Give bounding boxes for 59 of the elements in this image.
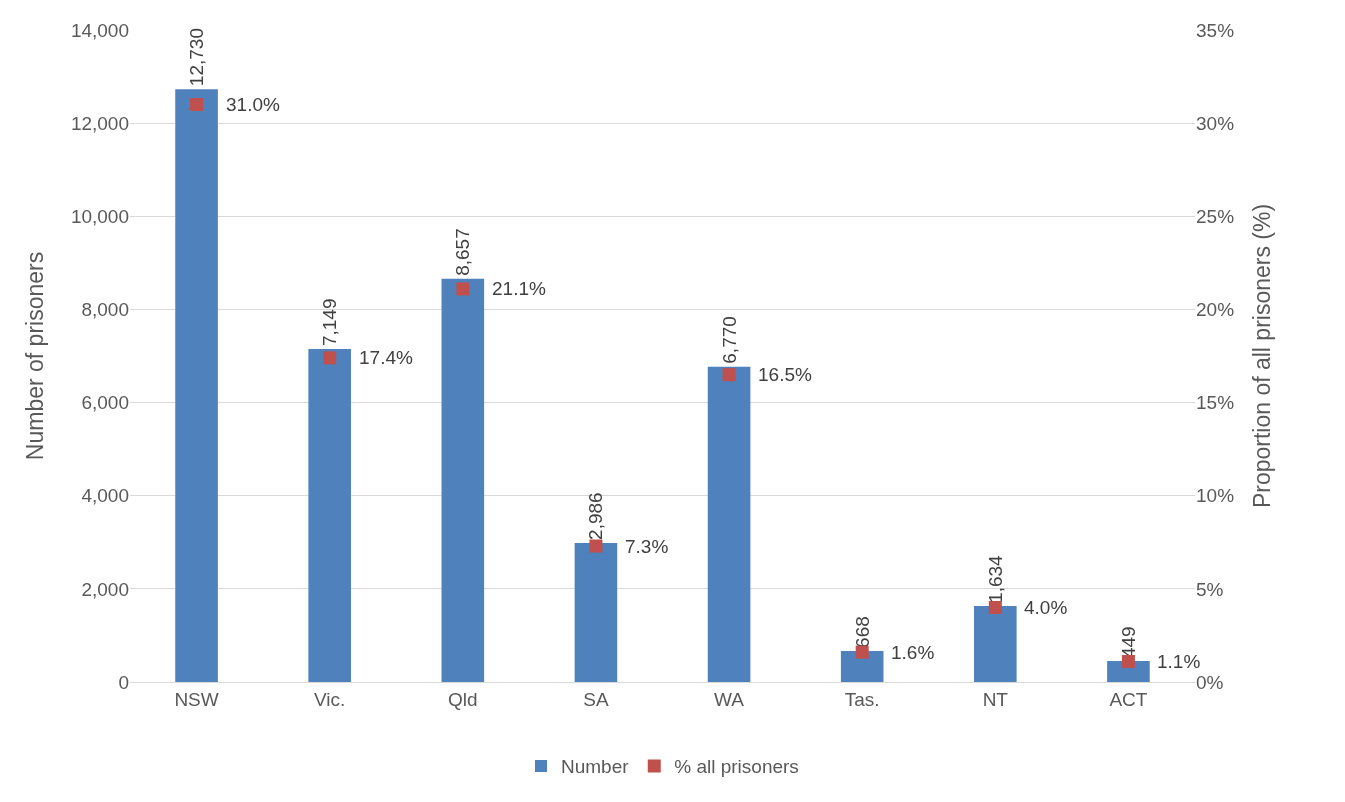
data-label: 7,149 [319,298,341,347]
y-tick-label: 0 [118,671,129,693]
point [190,98,204,112]
data-label: 21.1% [492,278,546,299]
y-tick-label: 14,000 [70,19,129,41]
data-label: 449 [1117,626,1139,659]
data-label: 17.4% [359,347,413,368]
bar [1107,661,1150,682]
y-tick-label: 2,000 [81,578,129,600]
x-tick-label: Qld [448,688,478,710]
data-label: 6,770 [718,316,740,364]
x-tick-label: Vic. [314,688,346,710]
data-label: 1,634 [984,554,1006,603]
data-label: 2,986 [585,492,607,540]
y-tick-label: 8,000 [81,299,129,321]
x-tick-label: Tas. [844,688,880,710]
y2-tick-label: 30% [1196,112,1235,134]
x-tick-label: WA [714,688,745,710]
y-tick-label: 4,000 [81,485,129,507]
bar [308,349,351,682]
point [456,282,470,296]
data-label: 16.5% [758,364,812,385]
point [722,368,736,382]
y2-tick-label: 15% [1196,392,1235,414]
legend-label: Number [561,756,630,778]
data-label: 1.1% [1157,651,1201,672]
point [323,351,337,365]
data-label: 4.0% [1024,597,1068,618]
legend-label: % all prisoners [674,756,799,778]
data-label: 668 [851,616,873,648]
y-tick-label: 6,000 [81,392,129,414]
x-tick-label: SA [583,688,609,710]
bar [441,278,485,682]
data-label: 1.6% [891,642,935,663]
data-label: 31.0% [226,94,280,115]
bar [840,650,884,682]
data-label: 7.3% [625,536,669,557]
data-label: 8,657 [452,228,474,276]
y2-tick-label: 0% [1196,671,1224,693]
x-tick-label: NSW [174,688,219,710]
y2-tick-label: 20% [1196,299,1235,321]
y2-tick-label: 5% [1196,578,1224,600]
point [855,645,869,659]
x-tick-label: NT [982,688,1009,710]
y-tick-label: 10,000 [70,205,129,227]
y2-tick-label: 10% [1196,485,1235,507]
bar [974,605,1017,682]
y-axis-title: Number of prisoners [22,251,49,461]
y2-axis-title: Proportion of all prisoners (%) [1248,203,1275,509]
bar [175,89,218,682]
data-label: 12,730 [186,28,208,87]
point [1121,655,1135,669]
x-tick-label: ACT [1109,688,1148,710]
bar [574,542,618,682]
point [589,539,603,553]
y2-tick-label: 25% [1196,205,1235,227]
bar [707,366,751,682]
y2-tick-label: 35% [1196,19,1235,41]
y-tick-label: 12,000 [70,112,129,134]
